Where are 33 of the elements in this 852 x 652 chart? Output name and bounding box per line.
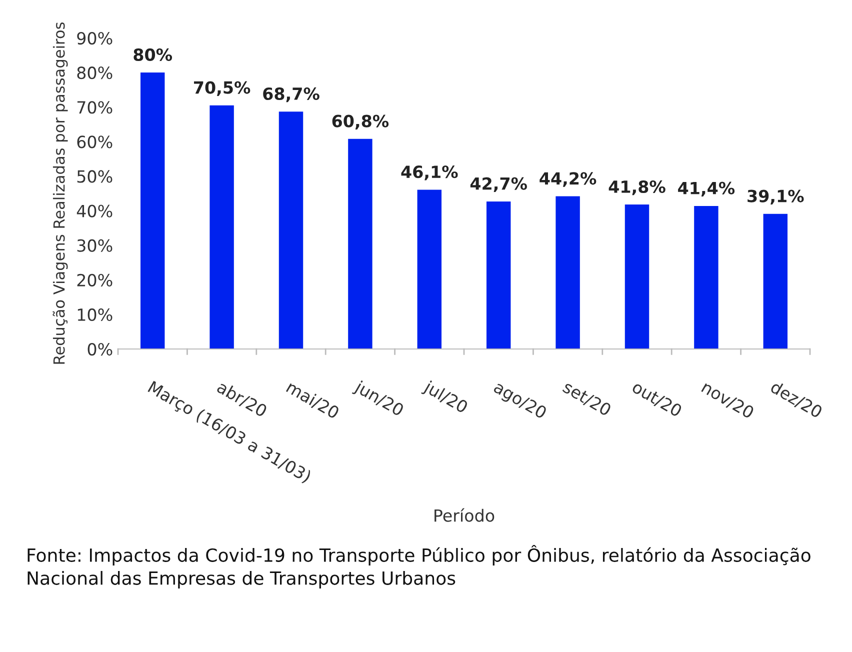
y-tick-label: 80% [77,66,112,80]
y-tick-label: 20% [77,274,112,286]
y-tick-label: 10% [78,308,112,322]
bar [694,206,718,349]
bar [417,190,442,349]
data-label: 42,7% [470,177,527,192]
data-label: 70,5% [194,81,250,96]
bar [486,201,511,349]
y-tick-label: 90% [77,32,112,45]
y-tick-label: 30% [77,239,112,252]
y-tick-label: 50% [77,170,112,183]
y-tick-label: 60% [77,136,112,148]
y-tick-label: 0% [88,342,112,356]
bar [348,138,372,349]
data-label: 46,1% [401,166,458,180]
data-label: 41,4% [678,182,735,197]
data-label: 60,8% [332,114,389,130]
data-label: 41,8% [608,180,666,196]
data-label: 44,2% [540,172,596,187]
y-tick-label: 40% [76,204,112,218]
source-note: Fonte: Impactos da Covid-19 no Transporte Público por Ônibus, relatório da Associação Nacional das Empresas de Transportes Urbanos [28,545,810,588]
data-label: 68,7% [263,87,320,102]
data-label: 39,1% [748,190,804,204]
bar [210,105,234,349]
bar [140,72,165,349]
y-axis-title: Redução Viagens Realizadas por passageiros [52,22,68,364]
bar [556,196,580,349]
bar [624,204,650,349]
bar [278,112,304,349]
x-axis-title: Período [434,508,494,522]
data-label: 80% [134,48,172,61]
bar [763,214,788,349]
y-tick-label: 70% [77,101,112,114]
